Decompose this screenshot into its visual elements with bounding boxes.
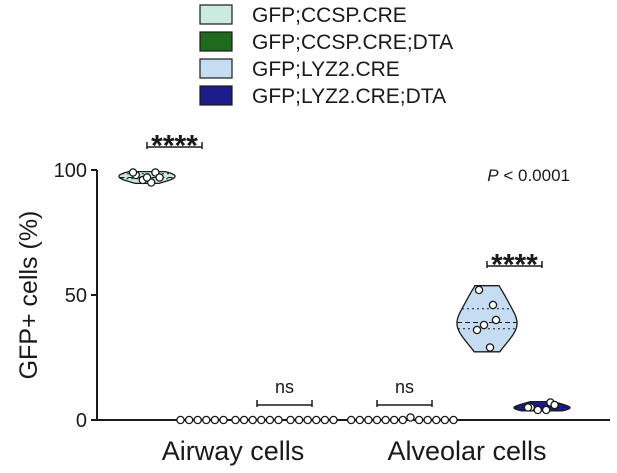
legend-label: GFP;CCSP.CRE [252, 4, 407, 27]
data-point [142, 173, 152, 182]
legend-label: GFP;LYZ2.CRE [252, 58, 400, 81]
data-point [176, 415, 185, 425]
p-value-label: P < 0.0001 [487, 166, 570, 185]
axes: 0 50 100 GFP+ cells (%) Airway cells Alveolar… [15, 160, 610, 466]
plot-area [118, 168, 571, 425]
data-point [257, 415, 266, 425]
data-point [398, 415, 408, 425]
data-point [286, 415, 295, 425]
x-category-label: Alveolar cells [387, 436, 546, 466]
data-point [472, 325, 482, 335]
significance-stars: **** [151, 130, 198, 163]
violin [456, 285, 518, 353]
data-point [479, 320, 489, 330]
data-point [550, 400, 559, 410]
y-tick-label: 50 [65, 285, 87, 307]
data-point [128, 168, 138, 177]
legend-label: GFP;CCSP.CRE;DTA [252, 31, 453, 54]
data-point [239, 415, 249, 425]
data-point [541, 405, 551, 415]
data-point [210, 415, 220, 425]
y-axis-title: GFP+ cells (%) [15, 211, 43, 380]
data-point [423, 415, 432, 425]
legend-swatch [199, 4, 233, 25]
data-point [488, 300, 498, 310]
x-category-label: Airway cells [162, 436, 305, 466]
data-point [389, 415, 399, 425]
data-point [303, 415, 312, 425]
data-point [414, 415, 424, 425]
data-point [294, 415, 304, 425]
p-value-symbol: P [487, 166, 499, 185]
data-point [355, 415, 365, 425]
legend-label: GFP;LYZ2.CRE;DTA [252, 85, 446, 108]
data-point [231, 415, 240, 425]
data-point [485, 343, 495, 352]
data-point [329, 415, 338, 425]
legend-swatch [199, 85, 233, 106]
significance-stars: **** [491, 249, 538, 282]
data-point [533, 405, 543, 415]
y-tick-label: 100 [54, 160, 87, 182]
data-point [274, 415, 283, 425]
data-point [372, 415, 382, 425]
data-point [312, 415, 321, 425]
data-point [346, 415, 356, 425]
data-point [155, 173, 164, 182]
data-point [406, 413, 415, 422]
data-point [184, 415, 194, 425]
significance-ns: ns [395, 377, 414, 397]
p-value-text: < 0.0001 [499, 166, 570, 185]
data-point [193, 415, 202, 425]
data-point [474, 285, 484, 295]
data-point [440, 415, 450, 425]
data-point [449, 415, 458, 425]
data-point [381, 415, 390, 425]
data-point [491, 315, 501, 325]
data-point [219, 415, 228, 425]
legend-swatch [199, 58, 233, 79]
significance-ns: ns [275, 377, 294, 397]
data-point [202, 415, 211, 425]
data-point [248, 415, 257, 425]
legend: GFP;CCSP.CRE GFP;CCSP.CRE;DTA GFP;LYZ2.CRE… [199, 4, 453, 108]
data-point [320, 415, 330, 425]
annotations: **** ns ns **** P < 0.0001 [146, 130, 570, 407]
legend-swatch [199, 31, 233, 52]
data-point [364, 415, 373, 425]
data-point [523, 403, 533, 412]
y-tick-label: 0 [76, 410, 87, 432]
data-point [432, 415, 441, 425]
data-point [265, 415, 275, 425]
